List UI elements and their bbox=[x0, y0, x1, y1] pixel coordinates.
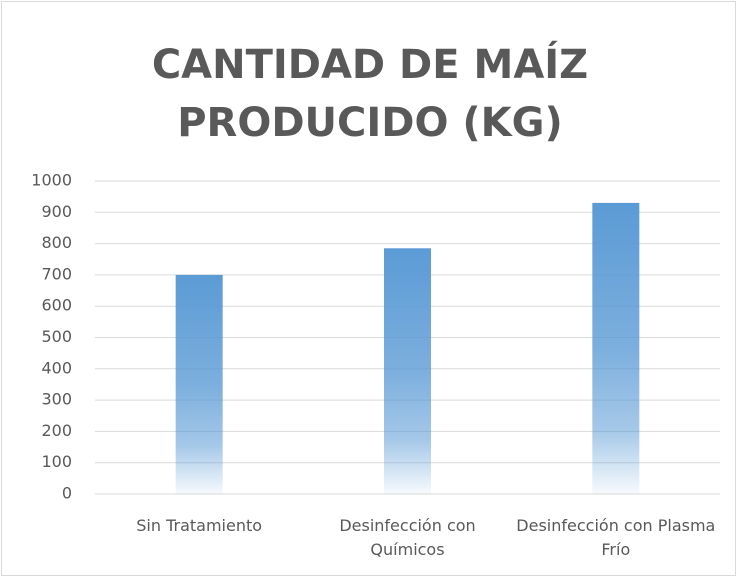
y-tick-label: 300 bbox=[41, 390, 72, 409]
y-tick-label: 500 bbox=[41, 327, 72, 346]
x-tick-label: Sin Tratamiento bbox=[136, 516, 263, 535]
y-tick-label: 700 bbox=[41, 264, 72, 283]
x-tick-label: Desinfección con Plasma Frío bbox=[516, 516, 716, 559]
y-tick-label: 0 bbox=[62, 484, 72, 503]
y-tick-label: 900 bbox=[41, 202, 72, 221]
y-tick-label: 100 bbox=[41, 452, 72, 471]
chart-title: CANTIDAD DE MAÍZ PRODUCIDO (KG) bbox=[151, 42, 589, 146]
bar bbox=[592, 202, 640, 494]
y-tick-label: 400 bbox=[41, 358, 72, 377]
y-tick-label: 200 bbox=[41, 421, 72, 440]
x-tick-label: Desinfección con Químicos bbox=[339, 516, 476, 559]
bar bbox=[175, 274, 223, 494]
y-tick-label: 1000 bbox=[31, 171, 72, 190]
y-tick-label: 800 bbox=[41, 233, 72, 252]
y-tick-label: 600 bbox=[41, 296, 72, 315]
bar bbox=[384, 248, 431, 494]
